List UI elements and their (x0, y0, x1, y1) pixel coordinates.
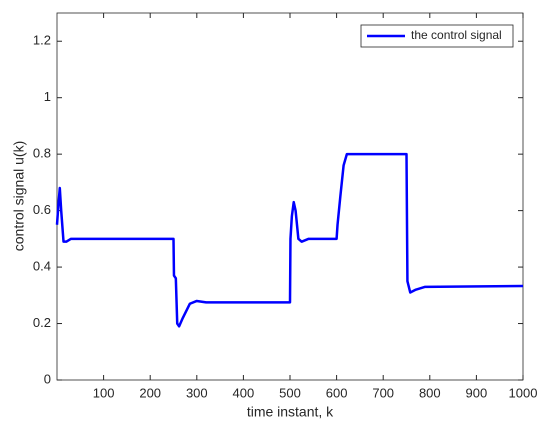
x-tick-label: 700 (372, 385, 394, 400)
legend-box (360, 24, 514, 48)
x-tick-label: 800 (419, 385, 441, 400)
x-tick-label: 300 (186, 385, 208, 400)
y-tick-label: 0.6 (33, 202, 51, 217)
x-tick-label: 900 (466, 385, 488, 400)
x-tick-label: 400 (233, 385, 255, 400)
y-tick-label: 1 (44, 89, 51, 104)
x-tick-label: 500 (279, 385, 301, 400)
y-axis-label: control signal u(k) (11, 141, 27, 252)
x-tick-label: 100 (93, 385, 115, 400)
y-tick-label: 0 (44, 371, 51, 386)
y-tick-label: 1.2 (33, 33, 51, 48)
plot-area (56, 12, 524, 381)
legend-label: the control signal (411, 28, 502, 42)
y-tick-label: 0.8 (33, 146, 51, 161)
line (55, 152, 524, 328)
x-tick-label: 600 (326, 385, 348, 400)
y-tick-label: 0.2 (33, 315, 51, 330)
x-tick-label: 1000 (509, 385, 538, 400)
x-axis-label: time instant, k (247, 404, 334, 420)
x-tick-label: 200 (139, 385, 161, 400)
y-tick-label: 0.4 (33, 259, 51, 274)
